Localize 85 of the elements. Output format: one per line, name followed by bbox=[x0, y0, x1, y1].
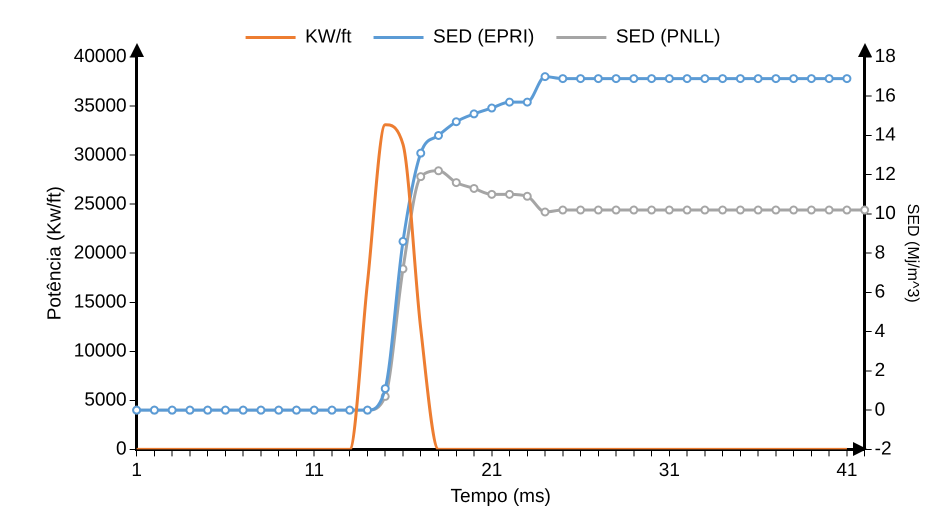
point bbox=[487, 190, 496, 199]
point bbox=[487, 104, 496, 113]
point bbox=[647, 74, 656, 84]
legend-label: SED (PNLL) bbox=[616, 26, 720, 48]
point bbox=[416, 172, 426, 182]
point bbox=[522, 192, 532, 201]
x-tick-label: 41 bbox=[836, 460, 858, 482]
legend-label: KW/ft bbox=[305, 26, 352, 48]
x-tick-label: 21 bbox=[481, 460, 502, 482]
point bbox=[664, 74, 674, 84]
point bbox=[754, 206, 763, 215]
point bbox=[505, 98, 514, 107]
point bbox=[612, 206, 621, 215]
y2-tick-label: 10 bbox=[874, 203, 896, 224]
point bbox=[380, 384, 390, 394]
point bbox=[700, 74, 710, 84]
point bbox=[789, 206, 798, 215]
point bbox=[629, 206, 638, 215]
point bbox=[558, 206, 568, 215]
point bbox=[629, 74, 638, 84]
y2-tick-label: -2 bbox=[874, 438, 892, 460]
point bbox=[824, 206, 834, 215]
point bbox=[558, 74, 568, 84]
y2-tick-label: 2 bbox=[874, 360, 886, 382]
point bbox=[452, 117, 461, 126]
point bbox=[682, 206, 692, 215]
y2-tick-label: 4 bbox=[874, 320, 886, 342]
x-tick-label: 1 bbox=[131, 460, 142, 482]
point bbox=[416, 148, 426, 158]
y2-axis-title: SED (Mj/m^3) bbox=[904, 204, 921, 303]
point bbox=[754, 74, 763, 84]
point bbox=[434, 130, 443, 140]
point bbox=[470, 184, 479, 193]
x-axis-title: Tempo (ms) bbox=[450, 486, 551, 507]
y2-tick-label: 0 bbox=[874, 399, 886, 420]
y2-tick-label: 12 bbox=[874, 164, 896, 185]
point bbox=[594, 74, 603, 84]
y-tick-label: 25000 bbox=[74, 193, 127, 214]
y2-tick-label: 16 bbox=[874, 85, 896, 106]
x-tick-label: 31 bbox=[658, 460, 680, 482]
point bbox=[470, 109, 479, 118]
y-tick-label: 5000 bbox=[84, 390, 127, 411]
point bbox=[540, 208, 550, 216]
point bbox=[398, 236, 408, 246]
point bbox=[452, 178, 461, 188]
y2-tick-label: 8 bbox=[874, 242, 886, 264]
point bbox=[594, 206, 603, 215]
point bbox=[522, 98, 532, 107]
y2-tick-label: 6 bbox=[874, 282, 886, 303]
point bbox=[736, 206, 745, 215]
y-tick-label: 30000 bbox=[74, 144, 127, 166]
x-tick-label: 11 bbox=[304, 460, 324, 482]
y-tick-label: 15000 bbox=[74, 291, 127, 312]
point bbox=[771, 206, 780, 215]
point bbox=[612, 74, 621, 84]
legend-label: SED (EPRI) bbox=[433, 26, 534, 48]
y-tick-label: 20000 bbox=[74, 242, 127, 264]
y-tick-label: 10000 bbox=[74, 340, 127, 362]
point bbox=[434, 166, 443, 176]
point bbox=[789, 74, 798, 84]
point bbox=[664, 206, 674, 215]
point bbox=[860, 206, 870, 215]
point bbox=[718, 206, 728, 215]
y-tick-label: 0 bbox=[116, 438, 127, 460]
point bbox=[540, 72, 550, 82]
point bbox=[647, 206, 656, 215]
point bbox=[842, 74, 852, 84]
point bbox=[700, 206, 710, 215]
y-tick-label: 35000 bbox=[74, 95, 127, 116]
y2-tick-label: 18 bbox=[874, 46, 896, 68]
point bbox=[842, 206, 852, 215]
point bbox=[736, 74, 745, 84]
point bbox=[824, 74, 834, 84]
point bbox=[682, 74, 692, 84]
y2-tick-label: 14 bbox=[874, 124, 896, 146]
point bbox=[806, 74, 816, 84]
point bbox=[718, 74, 728, 84]
point bbox=[806, 206, 816, 215]
point bbox=[576, 74, 586, 84]
point bbox=[576, 206, 586, 215]
y-tick-label: 40000 bbox=[74, 46, 127, 68]
line-series bbox=[135, 123, 848, 450]
y-axis-title: Potência (Kw/ft) bbox=[44, 186, 66, 320]
point bbox=[771, 74, 780, 84]
point bbox=[505, 190, 514, 199]
